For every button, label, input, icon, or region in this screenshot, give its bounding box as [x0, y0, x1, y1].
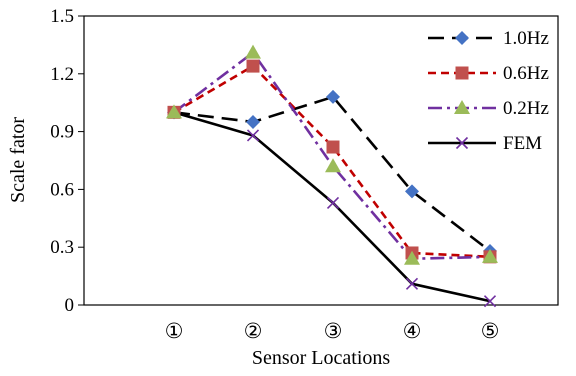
y-axis-ticks: 0 0.3 0.6 0.9 1.2 1.5 [50, 6, 84, 316]
data-point [326, 196, 340, 209]
x-axis-label: Sensor Locations [252, 347, 391, 369]
data-point [405, 184, 419, 199]
data-point [483, 295, 497, 308]
plot-area [83, 15, 559, 306]
x-tick-label: ⑤ [481, 319, 500, 343]
legend-marker [454, 100, 470, 114]
series-lines [173, 51, 491, 303]
legend-label: 1.0Hz [503, 28, 549, 49]
x-axis-ticks: ① ② ③ ④ ⑤ [165, 319, 500, 343]
data-point [246, 129, 260, 142]
legend: 1.0Hz 0.6Hz 0.2Hz FEM [428, 28, 549, 154]
legend-marker [455, 31, 469, 45]
data-point [246, 114, 260, 129]
series-markers [166, 44, 498, 308]
x-tick-label: ① [165, 319, 184, 343]
y-tick-label: 1.5 [50, 6, 74, 27]
data-point [245, 44, 261, 59]
x-tick-label: ③ [324, 319, 343, 343]
legend-label: 0.6Hz [503, 63, 549, 84]
data-point [166, 104, 182, 119]
data-point [482, 248, 498, 263]
y-tick-label: 0.3 [50, 237, 74, 258]
series-line-2 [173, 51, 491, 261]
y-tick-label: 0.9 [50, 122, 74, 143]
y-axis-label: Scale fator [7, 117, 29, 203]
legend-label: FEM [503, 133, 542, 154]
data-point [404, 250, 420, 265]
x-tick-label: ② [244, 319, 263, 343]
legend-marker [455, 66, 469, 80]
legend-marker [455, 136, 469, 150]
series-line-0 [173, 95, 491, 253]
data-point [326, 89, 340, 104]
y-tick-label: 1.2 [50, 64, 74, 85]
data-point [246, 59, 260, 73]
x-tick-label: ④ [403, 319, 422, 343]
data-point [326, 140, 340, 154]
data-point [405, 277, 419, 290]
legend-label: 0.2Hz [503, 98, 549, 119]
data-point [325, 158, 341, 173]
y-tick-label: 0.6 [50, 179, 74, 200]
y-tick-label: 0 [65, 295, 75, 316]
